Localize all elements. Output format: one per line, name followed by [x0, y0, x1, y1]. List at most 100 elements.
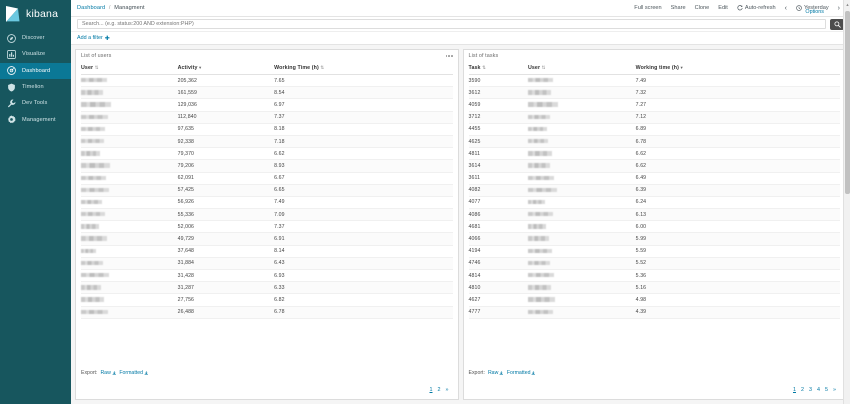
time-range-button[interactable]: Yesterday [796, 5, 829, 11]
add-filter-button[interactable]: Add a filter ✚ [77, 35, 110, 42]
table-row[interactable]: 27,756 6.82 [81, 293, 453, 307]
table-row[interactable]: 4810 5.16 [468, 281, 840, 295]
table-row[interactable]: 4625 6.78 [468, 135, 840, 149]
cell-working-time: 6.62 [274, 147, 453, 161]
table-row[interactable]: 4059 7.27 [468, 98, 840, 112]
export-formatted-link[interactable]: Formatted [119, 370, 148, 376]
brand-logo[interactable]: kibana [0, 0, 71, 28]
column-header-working-time[interactable]: Working Time (h) ⇅ [274, 62, 453, 75]
sidebar-item-management[interactable]: Management [0, 111, 71, 127]
table-row[interactable]: 4082 6.39 [468, 184, 840, 197]
pagination-next[interactable]: » [445, 387, 449, 393]
table-row[interactable]: 3712 7.12 [468, 111, 840, 124]
column-header-task[interactable]: Task ⇅ [468, 62, 528, 75]
table-row[interactable]: 31,428 6.93 [81, 269, 453, 283]
cell-activity: 79,370 [177, 147, 275, 161]
sidebar-item-timelion[interactable]: Timelion [0, 79, 71, 95]
table-row[interactable]: 79,206 8.93 [81, 159, 453, 173]
dashboard-icon [7, 66, 16, 76]
pagination-page-4[interactable]: 4 [817, 387, 820, 393]
table-row[interactable]: 3590 7.49 [468, 74, 840, 88]
cell-working-time: 7.18 [274, 135, 453, 149]
table-row[interactable]: 112,840 7.37 [81, 111, 453, 124]
pagination-page-2[interactable]: 2 [801, 387, 804, 393]
table-row[interactable]: 4077 6.24 [468, 196, 840, 210]
table-row[interactable]: 4455 6.89 [468, 123, 840, 136]
pagination-page-3[interactable]: 3 [809, 387, 812, 393]
table-row[interactable]: 4777 4.39 [468, 306, 840, 319]
pagination-page-1[interactable]: 1 [793, 387, 796, 393]
options-link[interactable]: Options [805, 9, 824, 15]
table-row[interactable]: 37,648 8.14 [81, 245, 453, 258]
breadcrumb-root[interactable]: Dashboard [77, 5, 106, 11]
pagination-page-5[interactable]: 5 [825, 387, 828, 393]
table-row[interactable]: 49,729 6.91 [81, 232, 453, 246]
redacted-user-name [81, 90, 103, 95]
share-button[interactable]: Share [670, 5, 686, 11]
table-row[interactable]: 92,338 7.18 [81, 135, 453, 149]
scroll-up-arrow[interactable]: ▲ [845, 2, 850, 7]
pagination-page-1[interactable]: 1 [429, 387, 433, 393]
export-raw-link[interactable]: Raw [100, 370, 116, 376]
time-next-button[interactable]: › [837, 4, 840, 12]
table-row[interactable]: 4066 5.99 [468, 232, 840, 246]
table-row[interactable]: 3612 7.32 [468, 86, 840, 100]
cell-task: 4194 [468, 245, 528, 258]
sidebar-item-visualize[interactable]: Visualize [0, 46, 71, 62]
sidebar-item-dev-tools[interactable]: Dev Tools [0, 95, 71, 111]
full-screen-button[interactable]: Full screen [634, 5, 662, 11]
cell-activity: 161,559 [177, 86, 275, 100]
table-row[interactable]: 3611 6.49 [468, 172, 840, 185]
redacted-user-name [81, 78, 107, 83]
pagination-page-2[interactable]: 2 [437, 387, 441, 393]
table-row[interactable]: 79,370 6.62 [81, 147, 453, 161]
time-prev-button[interactable]: ‹ [784, 4, 787, 12]
redacted-user-name [81, 114, 108, 119]
scroll-thumb[interactable] [845, 11, 850, 194]
search-input[interactable] [77, 19, 826, 29]
panel-menu-icon[interactable] [445, 55, 453, 57]
table-row[interactable]: 4681 6.00 [468, 220, 840, 234]
auto-refresh-label: Auto-refresh [744, 5, 776, 11]
cell-working-time: 6.78 [635, 135, 840, 149]
page-scrollbar[interactable]: ▲ [843, 0, 850, 404]
table-row[interactable]: 4086 6.13 [468, 208, 840, 222]
pagination-next[interactable]: » [833, 387, 836, 393]
table-row[interactable]: 3614 6.62 [468, 159, 840, 173]
table-row[interactable]: 4811 6.62 [468, 147, 840, 161]
edit-button[interactable]: Edit [718, 5, 728, 11]
cell-user [81, 74, 178, 88]
sidebar-item-dashboard[interactable]: Dashboard [0, 62, 71, 79]
table-row[interactable]: 4194 5.59 [468, 245, 840, 258]
table-row[interactable]: 4627 4.98 [468, 293, 840, 307]
table-row[interactable]: 26,488 6.78 [81, 306, 453, 319]
auto-refresh-button[interactable]: Auto-refresh [737, 5, 776, 11]
table-row[interactable]: 4814 5.36 [468, 269, 840, 283]
table-row[interactable]: 97,635 8.18 [81, 123, 453, 136]
table-row[interactable]: 56,926 7.49 [81, 196, 453, 210]
cell-user [81, 86, 178, 100]
search-button[interactable] [830, 18, 844, 30]
cell-user [527, 306, 636, 319]
sidebar-item-discover[interactable]: Discover [0, 30, 71, 46]
column-header-user[interactable]: User ⇅ [81, 62, 178, 75]
table-row[interactable]: 62,091 6.67 [81, 172, 453, 185]
table-row[interactable]: 57,425 6.65 [81, 184, 453, 197]
table-row[interactable]: 4746 5.52 [468, 257, 840, 271]
table-row[interactable]: 31,884 6.43 [81, 257, 453, 271]
table-row[interactable]: 205,362 7.65 [81, 74, 453, 88]
clone-button[interactable]: Clone [694, 5, 710, 11]
cell-working-time: 7.27 [635, 98, 840, 112]
table-row[interactable]: 52,006 7.37 [81, 220, 453, 234]
table-row[interactable]: 55,336 7.09 [81, 208, 453, 222]
table-row[interactable]: 161,559 8.54 [81, 86, 453, 100]
export-formatted-link[interactable]: Formatted [507, 370, 536, 376]
export-raw-link[interactable]: Raw [488, 370, 504, 376]
redacted-user-name [81, 151, 100, 156]
table-row[interactable]: 129,036 6.97 [81, 98, 453, 112]
column-header-user[interactable]: User ⇅ [527, 62, 636, 75]
column-header-activity[interactable]: Activity ▾ [177, 62, 275, 75]
column-header-working-time[interactable]: Working time (h) ▾ [635, 62, 840, 75]
table-row[interactable]: 31,287 6.33 [81, 281, 453, 295]
